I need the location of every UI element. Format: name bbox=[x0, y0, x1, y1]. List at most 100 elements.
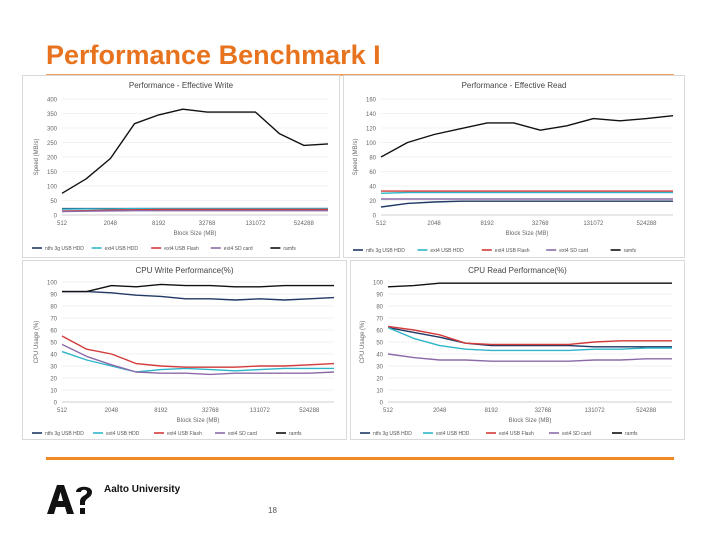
series-line bbox=[61, 207, 328, 210]
legend-label: ext4 USB Flash bbox=[167, 431, 202, 437]
y-tick-label: 70 bbox=[50, 317, 57, 323]
x-tick-label: 8192 bbox=[485, 408, 499, 414]
page-number: 18 bbox=[268, 506, 277, 515]
y-tick-label: 400 bbox=[47, 98, 58, 104]
y-tick-label: 160 bbox=[366, 98, 377, 104]
y-tick-label: 90 bbox=[50, 293, 57, 299]
chart-cpu-read: CPU Read Performance(%) 0 10 20 30 40 50 60 70 80… bbox=[350, 260, 685, 440]
y-tick-label: 250 bbox=[47, 141, 58, 147]
x-tick-label: 524288 bbox=[636, 408, 657, 414]
legend-label: ext4 SD card bbox=[562, 431, 591, 437]
x-tick-label: 8192 bbox=[152, 221, 166, 227]
chart-title: Performance - Effective Read bbox=[462, 81, 567, 90]
legend-label: ramfs bbox=[289, 431, 302, 437]
y-tick-label: 200 bbox=[47, 156, 58, 162]
series-line bbox=[387, 325, 672, 346]
chart-title: CPU Read Performance(%) bbox=[468, 266, 567, 275]
y-tick-label: 40 bbox=[369, 185, 376, 191]
y-tick-label: 0 bbox=[54, 214, 58, 220]
chart-panel-read: Performance - Effective Read 0 20 40 60 80 100… bbox=[343, 75, 685, 258]
legend-label: ext4 USB HDD bbox=[436, 431, 470, 437]
series-line bbox=[61, 209, 328, 213]
y-tick-label: 60 bbox=[50, 329, 57, 335]
chart-cpu-write: CPU Write Performance(%) 0 10 20 30 40 50 60 70 8… bbox=[22, 260, 347, 440]
chart-effective-read: Performance - Effective Read 0 20 40 60 80 100… bbox=[343, 75, 685, 258]
y-tick-label: 100 bbox=[47, 185, 58, 191]
x-tick-label: 512 bbox=[383, 408, 394, 414]
chart-panel-cpu-write: CPU Write Performance(%) 0 10 20 30 40 50 60 70 8… bbox=[22, 260, 347, 440]
chart-frame bbox=[22, 260, 347, 440]
x-axis-label: Block Size (MB) bbox=[177, 418, 220, 424]
x-tick-label: 32768 bbox=[532, 221, 549, 227]
x-tick-label: 524288 bbox=[299, 408, 320, 414]
y-tick-label: 50 bbox=[50, 199, 57, 205]
legend-label: ext4 USB HDD bbox=[105, 246, 139, 252]
x-tick-label: 131072 bbox=[250, 408, 271, 414]
legend-label: ramfs bbox=[283, 246, 296, 252]
x-tick-label: 131072 bbox=[583, 221, 604, 227]
x-tick-label: 131072 bbox=[585, 408, 606, 414]
series-line bbox=[62, 283, 334, 293]
series-line bbox=[387, 326, 672, 348]
legend-label: ext4 USB HDD bbox=[106, 431, 140, 437]
legend-label: ext4 USB Flash bbox=[499, 431, 534, 437]
legend-label: ext4 USB HDD bbox=[430, 248, 464, 254]
y-tick-label: 80 bbox=[50, 305, 57, 311]
x-tick-label: 32768 bbox=[199, 221, 216, 227]
y-tick-label: 70 bbox=[376, 317, 383, 323]
y-tick-label: 350 bbox=[47, 112, 58, 118]
aalto-logo-icon bbox=[47, 485, 92, 514]
x-tick-label: 32768 bbox=[535, 408, 552, 414]
x-tick-label: 2048 bbox=[427, 221, 441, 227]
legend-label: ext4 USB Flash bbox=[164, 246, 199, 252]
y-axis-label: Speed (MB/s) bbox=[34, 139, 40, 176]
legend-label: ntfs 3g USB HDD bbox=[373, 431, 412, 437]
legend-label: ntfs 3g USB HDD bbox=[45, 246, 84, 252]
y-tick-label: 20 bbox=[50, 377, 57, 383]
x-tick-label: 32768 bbox=[202, 408, 219, 414]
series-line bbox=[61, 343, 335, 376]
x-tick-label: 8192 bbox=[154, 408, 168, 414]
legend-label: ntfs 3g USB HDD bbox=[45, 431, 84, 437]
x-tick-label: 2048 bbox=[104, 221, 118, 227]
y-tick-label: 10 bbox=[50, 389, 57, 395]
x-tick-label: 2048 bbox=[433, 408, 447, 414]
series-line bbox=[61, 208, 328, 212]
series-line bbox=[61, 108, 329, 194]
x-axis-label: Block Size (MB) bbox=[174, 231, 217, 237]
y-tick-label: 150 bbox=[47, 170, 58, 176]
y-axis-label: CPU Usage (%) bbox=[34, 321, 40, 364]
y-tick-label: 140 bbox=[366, 112, 377, 118]
y-tick-label: 120 bbox=[366, 127, 377, 133]
legend-label: ramfs bbox=[624, 248, 637, 254]
series-line bbox=[380, 191, 673, 194]
y-tick-label: 0 bbox=[380, 401, 384, 407]
y-tick-label: 0 bbox=[54, 401, 58, 407]
x-tick-label: 524288 bbox=[294, 221, 315, 227]
chart-panel-write: Performance - Effective Write 0 50 100 150 20… bbox=[22, 75, 340, 258]
y-tick-label: 50 bbox=[376, 341, 383, 347]
y-tick-label: 60 bbox=[369, 170, 376, 176]
x-tick-label: 512 bbox=[57, 408, 68, 414]
series-line bbox=[62, 290, 335, 301]
y-tick-label: 10 bbox=[376, 389, 383, 395]
y-tick-label: 40 bbox=[50, 353, 57, 359]
y-tick-label: 100 bbox=[366, 141, 377, 147]
y-tick-label: 80 bbox=[376, 305, 383, 311]
legend-label: ramfs bbox=[625, 431, 638, 437]
x-tick-label: 524288 bbox=[636, 221, 657, 227]
x-axis-label: Block Size (MB) bbox=[509, 418, 552, 424]
series-line bbox=[387, 326, 672, 352]
series-line bbox=[61, 350, 334, 373]
legend-label: ext4 SD card bbox=[559, 248, 588, 254]
x-tick-label: 8192 bbox=[481, 221, 495, 227]
y-tick-label: 40 bbox=[376, 353, 383, 359]
series-line bbox=[380, 200, 673, 208]
x-tick-label: 2048 bbox=[105, 408, 119, 414]
y-tick-label: 0 bbox=[373, 214, 377, 220]
y-axis-label: Speed (MB/s) bbox=[353, 139, 359, 176]
series-line bbox=[380, 115, 674, 158]
y-tick-label: 90 bbox=[376, 293, 383, 299]
chart-frame bbox=[22, 75, 340, 258]
y-tick-label: 300 bbox=[47, 127, 58, 133]
